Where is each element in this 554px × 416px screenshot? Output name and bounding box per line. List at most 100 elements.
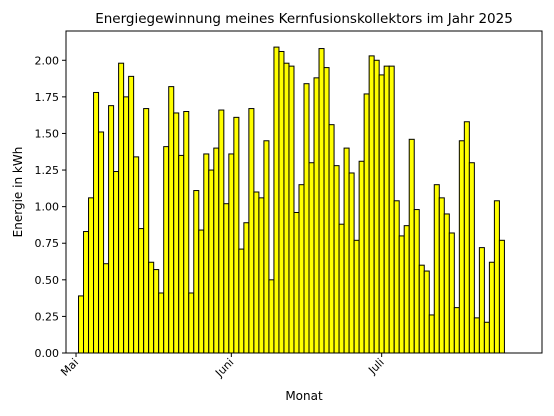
bar-27 [209,170,214,353]
bar-63 [389,66,394,353]
bar-6 [104,264,109,353]
bars [79,47,505,353]
bar-64 [394,201,399,353]
bar-75 [449,233,454,353]
bar-82 [484,322,489,353]
bar-68 [414,210,419,353]
bar-17 [159,293,164,353]
bar-22 [184,112,189,354]
bar-51 [329,125,334,353]
bar-10 [124,97,129,353]
bar-11 [129,76,134,353]
bar-55 [349,173,354,353]
bar-67 [409,139,414,353]
bar-16 [154,270,159,353]
bar-61 [379,75,384,353]
bar-80 [474,318,479,353]
bar-43 [289,66,294,353]
bar-24 [194,191,199,353]
bar-2 [84,232,89,353]
bar-78 [464,122,469,353]
bar-57 [359,161,364,353]
bar-41 [279,51,284,353]
bar-40 [274,47,279,353]
bar-85 [499,240,504,353]
y-tick-label: 0.25 [35,310,60,323]
bar-32 [234,117,239,353]
x-tick-label: Mai [58,356,81,379]
bar-70 [424,271,429,353]
bar-72 [434,185,439,353]
bar-36 [254,192,259,353]
bar-77 [459,141,464,353]
bar-42 [284,63,289,353]
bar-46 [304,84,309,353]
bar-69 [419,265,424,353]
bar-71 [429,315,434,353]
bar-23 [189,293,194,353]
bar-48 [314,78,319,353]
y-tick-label: 0.75 [35,237,60,250]
y-axis-label: Energie in kWh [11,147,25,238]
x-axis-label: Monat [285,389,323,403]
bar-30 [224,204,229,353]
bar-1 [79,296,84,353]
bar-9 [119,63,124,353]
bar-5 [99,132,104,353]
bar-79 [469,163,474,353]
bar-18 [164,147,169,353]
bar-65 [399,236,404,353]
bar-29 [219,110,224,353]
bar-81 [479,248,484,353]
bar-45 [299,185,304,353]
bar-34 [244,223,249,353]
bar-83 [489,262,494,353]
bar-15 [149,262,154,353]
bar-60 [374,60,379,353]
bar-74 [444,214,449,353]
bar-58 [364,94,369,353]
bar-28 [214,148,219,353]
bar-26 [204,154,209,353]
bar-7 [109,106,114,353]
bar-31 [229,154,234,353]
bar-53 [339,224,344,353]
bar-47 [309,163,314,353]
bar-73 [439,198,444,353]
bar-4 [94,92,99,353]
y-tick-label: 0.50 [35,274,60,287]
y-tick-label: 1.25 [35,164,60,177]
bar-76 [454,308,459,353]
bar-21 [179,155,184,353]
bar-38 [264,141,269,353]
bar-35 [249,109,254,353]
bar-49 [319,49,324,353]
bar-59 [369,56,374,353]
bar-54 [344,148,349,353]
y-ticks: 0.00 0.25 0.50 0.75 1.00 1.25 1.50 1.75 2.00 [35,54,67,360]
bar-66 [404,226,409,353]
bar-20 [174,113,179,353]
bar-25 [199,230,204,353]
bar-12 [134,157,139,353]
bar-44 [294,212,299,353]
y-tick-label: 2.00 [35,54,60,67]
bar-52 [334,166,339,353]
bar-3 [89,198,94,353]
x-tick-label: Juli [365,356,386,377]
bar-13 [139,229,144,353]
bar-84 [494,201,499,353]
y-tick-label: 1.75 [35,91,60,104]
bar-19 [169,87,174,353]
x-ticks: Mai Juni Juli [58,353,386,380]
y-tick-label: 1.50 [35,127,60,140]
x-tick-label: Juni [212,356,236,380]
y-tick-label: 0.00 [35,347,60,360]
chart-title: Energiegewinnung meines Kernfusionskolle… [95,11,513,27]
bar-14 [144,109,149,353]
bar-62 [384,66,389,353]
bar-56 [354,240,359,353]
bar-39 [269,280,274,353]
